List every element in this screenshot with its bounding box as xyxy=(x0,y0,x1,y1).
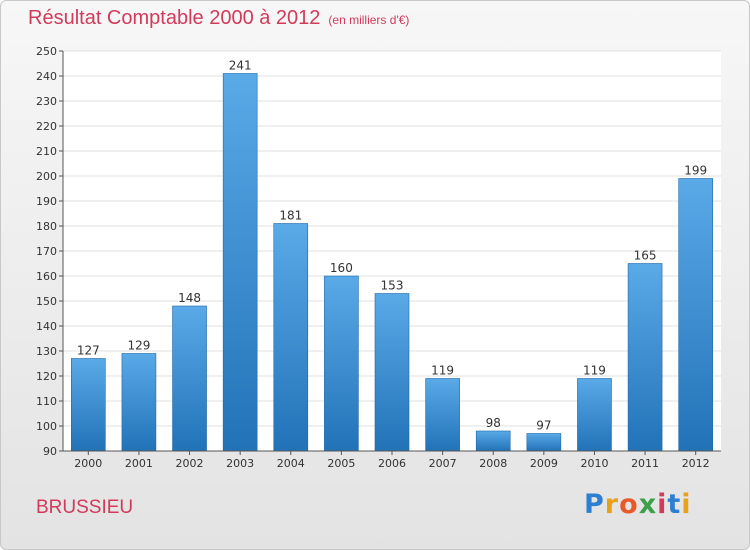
bar-value-label: 129 xyxy=(127,339,150,353)
x-tick-label: 2005 xyxy=(327,457,355,470)
bar-value-label: 148 xyxy=(178,291,201,305)
bar xyxy=(425,378,460,452)
bar-value-label: 165 xyxy=(634,249,657,263)
y-tick-label: 90 xyxy=(43,445,57,458)
chart-title: Résultat Comptable 2000 à 2012 xyxy=(28,7,321,29)
bar-value-label: 153 xyxy=(381,279,404,293)
bar-value-label: 199 xyxy=(684,164,707,178)
x-tick-label: 2006 xyxy=(378,457,406,470)
x-tick-label: 2003 xyxy=(226,457,254,470)
y-tick-label: 100 xyxy=(36,420,57,433)
logo-letter: o xyxy=(619,489,639,520)
y-tick-label: 220 xyxy=(36,120,57,133)
bar xyxy=(577,378,612,452)
bar-value-label: 119 xyxy=(583,364,606,378)
logo-letter: i xyxy=(657,489,668,520)
y-tick-label: 170 xyxy=(36,245,57,258)
bar xyxy=(222,73,258,452)
bar-value-label: 241 xyxy=(229,59,252,73)
x-tick-label: 2001 xyxy=(125,457,153,470)
y-tick-label: 240 xyxy=(36,70,57,83)
chart-subtitle: (en milliers d'€) xyxy=(328,13,410,27)
x-tick-label: 2004 xyxy=(277,457,305,470)
bar xyxy=(121,353,157,452)
bars xyxy=(71,73,713,452)
bar xyxy=(678,178,713,452)
bar-value-label: 160 xyxy=(330,261,353,275)
y-tick-label: 110 xyxy=(36,395,57,408)
chart-title-row: Résultat Comptable 2000 à 2012 (en millie… xyxy=(28,7,409,30)
x-tick-label: 2000 xyxy=(74,457,102,470)
bar xyxy=(526,433,562,452)
y-tick-label: 210 xyxy=(36,145,57,158)
x-tick-label: 2012 xyxy=(682,457,710,470)
y-tick-label: 130 xyxy=(36,345,57,358)
x-tick-label: 2009 xyxy=(530,457,558,470)
bar-value-label: 181 xyxy=(279,209,302,223)
logo-letter: i xyxy=(681,489,692,520)
bar xyxy=(273,223,309,452)
place-name: BRUSSIEU xyxy=(36,497,134,518)
x-tick-label: 2010 xyxy=(580,457,608,470)
bar xyxy=(374,293,410,452)
x-axis-ticks: 2000 2001 2002 2003 2004 2005 2006 2007 2008 2009… xyxy=(74,451,710,470)
x-tick-label: 2002 xyxy=(176,457,204,470)
bar-value-label: 98 xyxy=(486,416,501,430)
bar-value-label: 119 xyxy=(431,364,454,378)
y-tick-label: 120 xyxy=(36,370,57,383)
y-tick-label: 230 xyxy=(36,95,57,108)
x-tick-label: 2007 xyxy=(429,457,457,470)
y-tick-label: 200 xyxy=(36,170,57,183)
bar xyxy=(172,305,207,452)
y-tick-label: 250 xyxy=(36,45,57,58)
y-axis-ticks: 90 100 110 120 130 140 150 160 170 180 190 200 210 22… xyxy=(36,45,63,458)
y-tick-label: 150 xyxy=(36,295,57,308)
bar xyxy=(71,358,106,452)
y-tick-label: 180 xyxy=(36,220,57,233)
y-tick-label: 190 xyxy=(36,195,57,208)
y-tick-label: 140 xyxy=(36,320,57,333)
logo-letter: t xyxy=(667,489,682,520)
bar xyxy=(475,430,511,452)
logo-letter: x xyxy=(638,489,658,520)
logo-letter: P xyxy=(584,489,605,520)
bar xyxy=(627,263,663,452)
y-tick-label: 160 xyxy=(36,270,57,283)
data-labels: 127 129 148 241 181 160 153 119 98 97 119 165 199 xyxy=(77,59,707,433)
x-tick-label: 2008 xyxy=(479,457,507,470)
proxiti-logo: Proxiti xyxy=(584,489,692,520)
bar-value-label: 127 xyxy=(77,344,100,358)
logo-letter: r xyxy=(604,489,620,520)
x-tick-label: 2011 xyxy=(631,457,659,470)
bar-value-label: 97 xyxy=(536,419,551,433)
bar xyxy=(324,275,359,452)
